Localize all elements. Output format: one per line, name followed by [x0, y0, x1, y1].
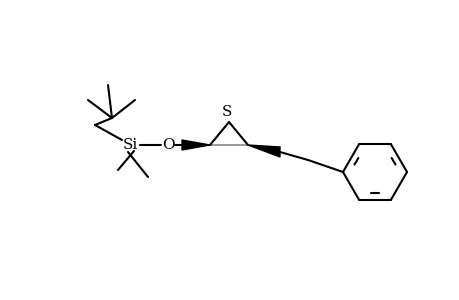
Text: Si: Si: [122, 138, 137, 152]
Polygon shape: [182, 140, 210, 150]
Polygon shape: [247, 145, 280, 157]
Text: O: O: [161, 138, 174, 152]
Text: S: S: [221, 105, 232, 119]
